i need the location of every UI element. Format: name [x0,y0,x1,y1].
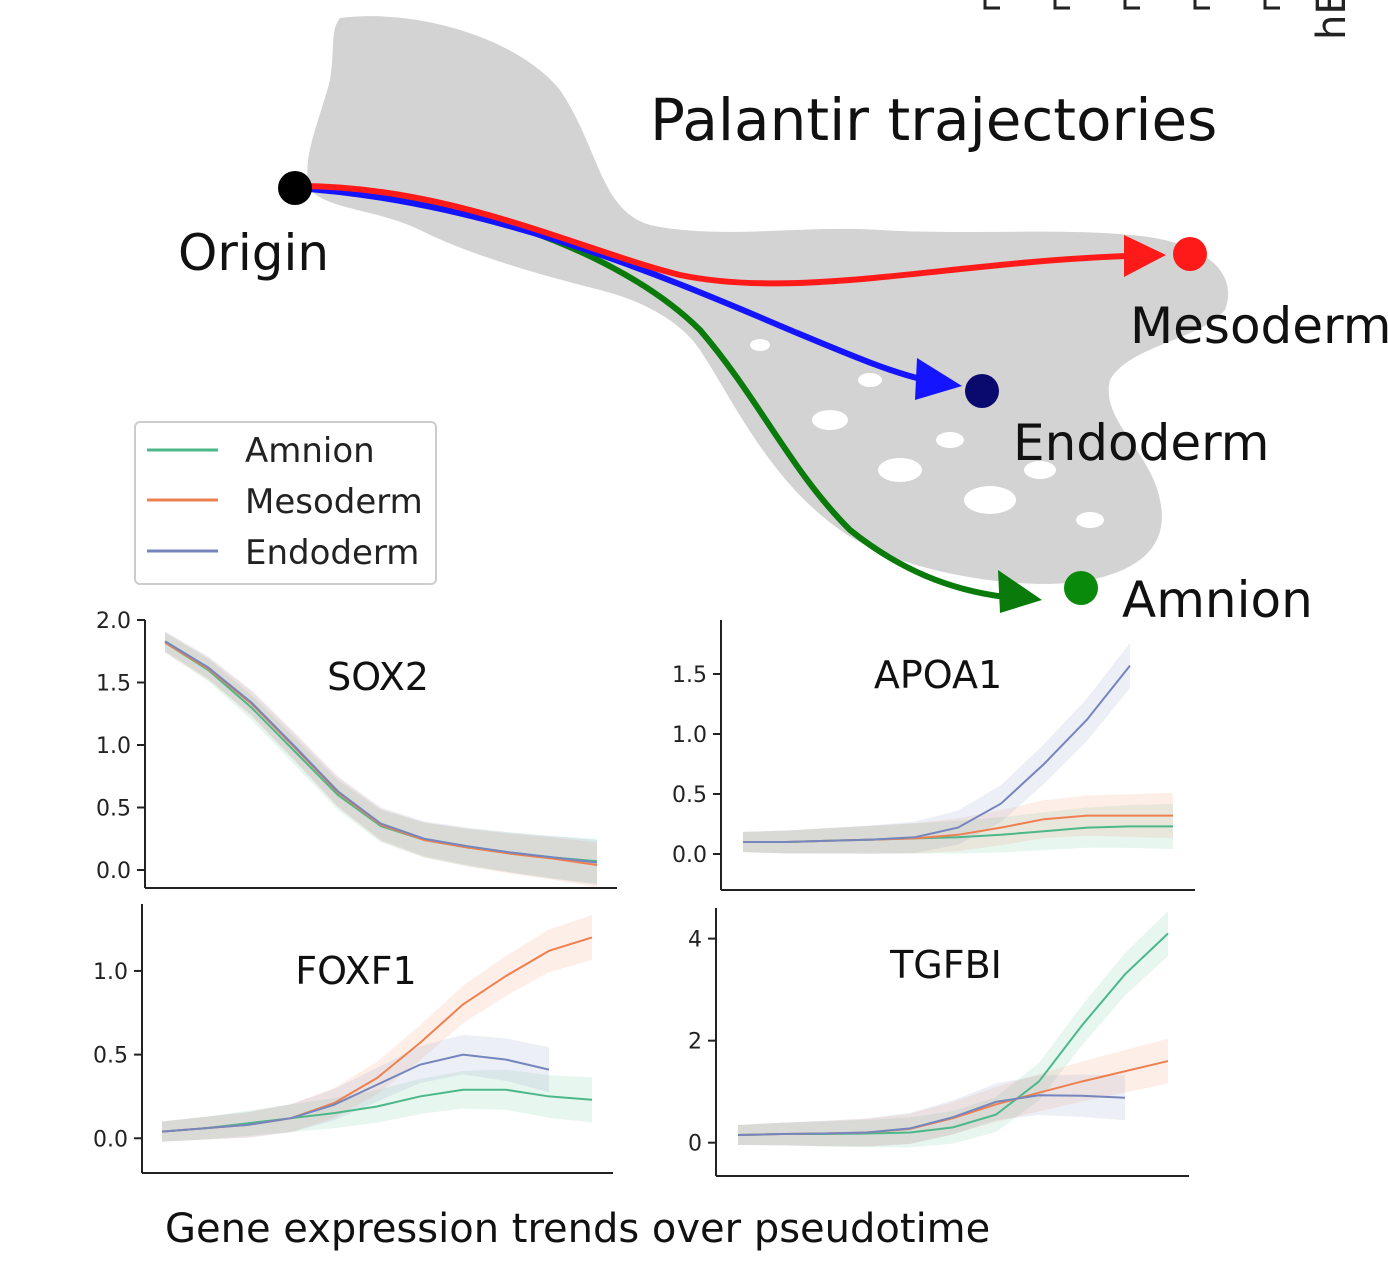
y-tick-label: 1.0 [672,723,707,748]
y-tick-label: 4 [688,928,702,953]
series-line-endoderm [161,1053,550,1133]
trajectory-mesoderm-arrowhead [1124,235,1166,277]
umap-cell-cloud [307,16,1229,584]
label-endoderm: Endoderm [1013,414,1270,472]
y-tick-label: 0.0 [93,1127,128,1152]
y-tick-label: 1.5 [96,672,131,697]
confidence-band-mesoderm [162,914,592,1142]
caption: Gene expression trends over pseudotime [165,1206,990,1252]
trajectory-mesoderm-path [294,182,1129,287]
y-tick-label: 0.0 [96,859,131,884]
endpoint-mesoderm [1173,237,1207,271]
y-tick-label: 0.5 [672,783,707,808]
confidence-band-endoderm [738,1074,1125,1147]
chart-title: TGFBI [889,943,1002,987]
umap-title: Palantir trajectories [650,86,1217,154]
confidence-band-amnion [738,911,1168,1148]
label-amnion: Amnion [1122,571,1313,629]
label-mesoderm: Mesoderm [1130,297,1388,355]
series-line-amnion [161,1088,593,1133]
y-tick-label: 1.0 [93,960,128,985]
y-tick-label: 2.0 [96,609,131,634]
trajectory-amnion-arrowhead [998,570,1042,613]
chart-tgfbi: 0 2 4 TGFBI [688,908,1189,1177]
y-tick-label: 1.0 [96,734,131,759]
y-tick-label: 0.5 [93,1044,128,1069]
umap-sparse-holes [750,339,1104,528]
chart-title: FOXF1 [295,949,416,993]
legend-label-amnion: Amnion [245,431,375,471]
umap-embedding [307,16,1229,584]
legend-label-endoderm: Endoderm [245,533,419,573]
chart-foxf1: 0.0 0.5 1.0 FOXF1 [93,904,613,1174]
origin-label: Origin [178,224,329,282]
confidence-band-mesoderm [165,632,597,888]
legend-box [134,421,437,585]
chart-title: SOX2 [327,655,429,699]
legend-label-mesoderm: Mesoderm [245,482,423,522]
y-tick-label: 0 [688,1132,702,1157]
y-tick-label: 1.5 [672,663,707,688]
endpoint-amnion [1064,571,1098,605]
y-tick-label: 0.0 [672,843,707,868]
trajectory-endoderm-path [294,185,926,383]
series-line-endoderm [737,1094,1126,1137]
corner-cropped-ticks [983,0,1280,10]
confidence-band-endoderm [162,1034,549,1142]
trajectory-endoderm-arrowhead [915,358,962,400]
y-tick-label: 2 [688,1030,702,1055]
chart-title: APOA1 [874,653,1002,697]
confidence-band-endoderm [743,642,1130,854]
series-line-endoderm [164,640,598,864]
origin-point [278,171,312,205]
series-line-endoderm [743,664,1131,843]
corner-label: hE [1309,0,1355,40]
y-tick-label: 0.5 [96,797,131,822]
chart-sox2: 0.0 0.5 1.0 1.5 2.0 SOX2 [96,609,617,889]
legend: Amnion Mesoderm Endoderm [134,421,437,585]
chart-apoa1: 0.0 0.5 1.0 1.5 APOA1 [672,620,1195,891]
endpoint-endoderm [965,374,999,408]
confidence-band-mesoderm [738,1038,1168,1147]
trajectory-mesoderm [294,182,1166,287]
trajectory-endoderm [294,185,962,400]
confidence-band-mesoderm [743,792,1173,854]
